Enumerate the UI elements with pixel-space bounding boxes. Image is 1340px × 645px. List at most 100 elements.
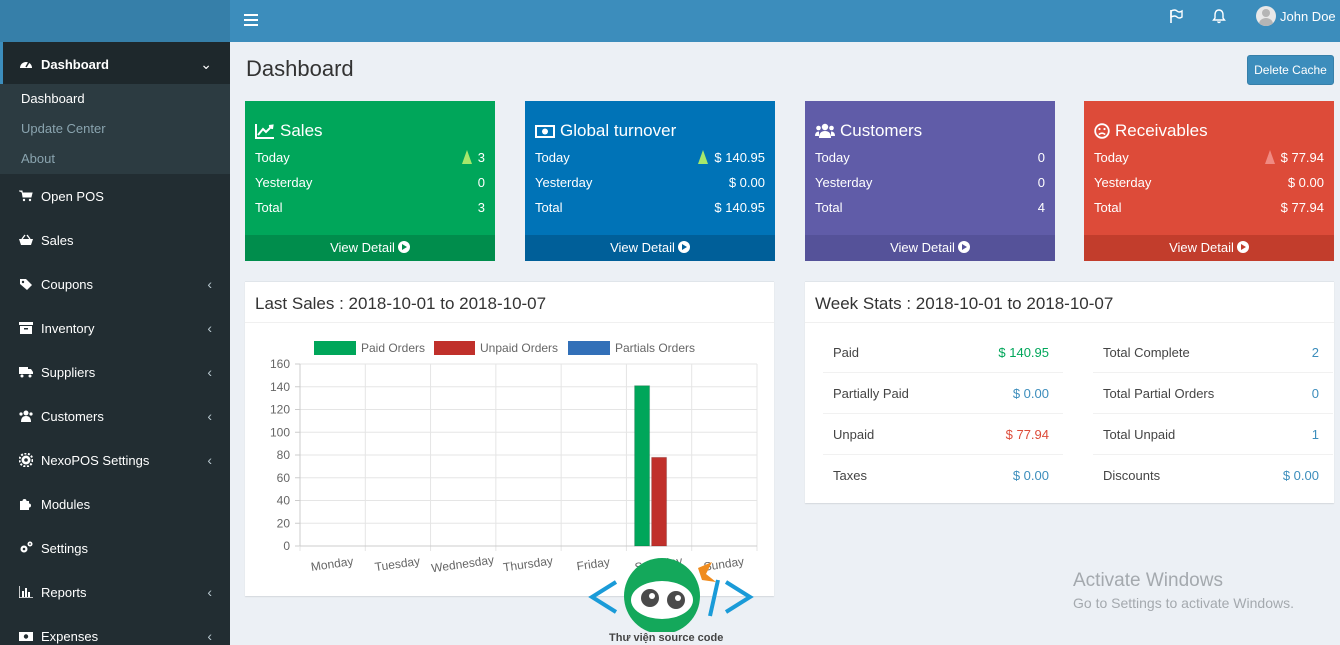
sidebar-item-customers[interactable]: Customers ‹ xyxy=(0,394,230,438)
view-detail-link[interactable]: View Detail xyxy=(805,235,1055,261)
cog-icon xyxy=(18,453,34,467)
sidebar-item-label: Customers xyxy=(41,408,104,424)
yesterday-label: Yesterday xyxy=(535,175,593,190)
chevron-left-icon: ‹ xyxy=(207,452,212,468)
tag-icon xyxy=(18,277,34,291)
dashboard-submenu: Dashboard Update Center About xyxy=(0,84,230,174)
week-stats-row: Discounts $ 0.00 xyxy=(1093,455,1333,496)
total-label: Total xyxy=(1094,200,1122,215)
line-chart-icon xyxy=(255,124,274,139)
legend-swatch xyxy=(568,341,610,355)
arrow-circle-right-icon xyxy=(397,241,410,253)
sidebar-item-label: Modules xyxy=(41,496,91,512)
watermark-line1: Activate Windows xyxy=(1073,570,1223,591)
week-stats-label: Total Complete xyxy=(1103,345,1190,360)
arrow-circle-right-icon xyxy=(677,241,690,253)
today-amount: 3 xyxy=(477,150,485,165)
week-stats-row: Total Partial Orders 0 xyxy=(1093,373,1333,414)
submenu-about[interactable]: About xyxy=(21,151,55,166)
user-name: John Doe xyxy=(1280,8,1336,24)
week-stats-label: Partially Paid xyxy=(833,386,909,401)
sidebar-item-label: Settings xyxy=(41,540,88,556)
sidebar-item-settings[interactable]: Settings xyxy=(0,526,230,570)
money-icon xyxy=(18,629,34,643)
legend-swatch xyxy=(314,341,356,355)
yesterday-value: 0 xyxy=(1037,175,1045,190)
submenu-dashboard[interactable]: Dashboard xyxy=(21,91,85,106)
sidebar-item-label: NexoPOS Settings xyxy=(41,452,150,468)
chevron-left-icon: ‹ xyxy=(207,628,212,644)
sidebar-item-coupons[interactable]: Coupons ‹ xyxy=(0,262,230,306)
yesterday-value: 0 xyxy=(477,175,485,190)
page-title: Dashboard xyxy=(246,56,354,81)
view-detail-label: View Detail xyxy=(1169,240,1234,255)
legend-label: Unpaid Orders xyxy=(480,341,558,355)
week-stats-value: $ 77.94 xyxy=(1005,427,1049,442)
view-detail-label: View Detail xyxy=(610,240,675,255)
week-stats-value: 1 xyxy=(1311,427,1319,442)
card-title-text: Global turnover xyxy=(560,121,677,140)
bar xyxy=(634,385,651,547)
view-detail-label: View Detail xyxy=(330,240,395,255)
card-title: Customers xyxy=(815,121,922,141)
card-title: Global turnover xyxy=(535,121,676,141)
y-tick-label: 100 xyxy=(270,425,290,439)
view-detail-link[interactable]: View Detail xyxy=(1084,235,1334,261)
sidebar-item-dashboard[interactable]: Dashboard ⌄ xyxy=(0,42,230,86)
view-detail-link[interactable]: View Detail xyxy=(525,235,775,261)
today-label: Today xyxy=(1094,150,1129,165)
sidebar-item-expenses[interactable]: Expenses ‹ xyxy=(0,614,230,645)
cart-icon xyxy=(18,189,34,203)
sidebar-item-nexopos-settings[interactable]: NexoPOS Settings ‹ xyxy=(0,438,230,482)
today-label: Today xyxy=(815,150,850,165)
y-tick-label: 60 xyxy=(277,471,291,485)
yesterday-label: Yesterday xyxy=(255,175,313,190)
sales-card: Sales Today 3 Yesterday 0 Total 3 View Deta… xyxy=(245,101,495,261)
truck-icon xyxy=(18,365,34,379)
today-value: 0 xyxy=(1037,150,1045,165)
week-stats-label: Total Partial Orders xyxy=(1103,386,1215,401)
vietcode-logo: Thư viện source code xyxy=(586,552,756,645)
week-stats-title: Week Stats : 2018-10-01 to 2018-10-07 xyxy=(815,294,1114,313)
bell-icon[interactable] xyxy=(1211,8,1227,24)
sidebar-item-suppliers[interactable]: Suppliers ‹ xyxy=(0,350,230,394)
sidebar-item-label: Expenses xyxy=(41,628,99,644)
view-detail-link[interactable]: View Detail xyxy=(245,235,495,261)
flag-icon[interactable] xyxy=(1168,8,1184,24)
logo-caption: Thư viện source code xyxy=(609,632,724,644)
submenu-update-center[interactable]: Update Center xyxy=(21,121,106,136)
delete-cache-button[interactable]: Delete Cache xyxy=(1247,55,1334,85)
week-stats-label: Taxes xyxy=(833,468,867,483)
y-tick-label: 160 xyxy=(270,357,290,371)
sidebar: Dashboard ⌄ Dashboard Update Center Abou… xyxy=(0,42,230,645)
chevron-down-icon: ⌄ xyxy=(200,55,212,72)
week-stats-label: Paid xyxy=(833,345,860,360)
week-stats-value: 2 xyxy=(1311,345,1319,360)
sidebar-item-sales[interactable]: Sales xyxy=(0,218,230,262)
x-tick-label: Thursday xyxy=(502,554,553,575)
hamburger-icon[interactable] xyxy=(244,14,258,26)
total-value: 3 xyxy=(477,200,485,215)
week-stats-row: Partially Paid $ 0.00 xyxy=(823,373,1063,414)
week-stats-row: Paid $ 140.95 xyxy=(823,332,1063,373)
sidebar-item-modules[interactable]: Modules xyxy=(0,482,230,526)
sidebar-item-open-pos[interactable]: Open POS xyxy=(0,174,230,218)
frown-icon xyxy=(1094,123,1110,139)
basket-icon xyxy=(18,233,34,247)
week-stats-value: 0 xyxy=(1311,386,1319,401)
watermark-line2: Go to Settings to activate Windows. xyxy=(1073,595,1294,611)
money-icon xyxy=(535,125,555,138)
sidebar-item-inventory[interactable]: Inventory ‹ xyxy=(0,306,230,350)
today-label: Today xyxy=(255,150,290,165)
x-tick-label: Friday xyxy=(576,555,611,574)
week-stats-panel: Week Stats : 2018-10-01 to 2018-10-07 Pa… xyxy=(805,281,1334,503)
yesterday-label: Yesterday xyxy=(1094,175,1152,190)
y-tick-label: 0 xyxy=(283,539,290,553)
yesterday-label: Yesterday xyxy=(815,175,873,190)
sidebar-item-reports[interactable]: Reports ‹ xyxy=(0,570,230,614)
vietcode-logo-icon xyxy=(588,558,754,634)
arrow-circle-right-icon xyxy=(1236,241,1249,253)
card-title-text: Receivables xyxy=(1115,121,1208,140)
week-stats-value: $ 0.00 xyxy=(1012,468,1049,483)
user-menu[interactable]: John Doe xyxy=(1256,6,1336,26)
